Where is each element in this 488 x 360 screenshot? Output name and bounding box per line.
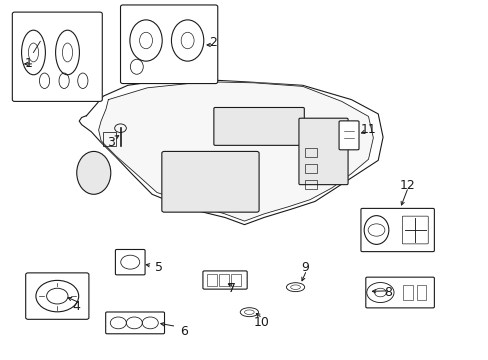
Text: 12: 12 [399,179,414,192]
FancyBboxPatch shape [105,312,164,334]
Text: 8: 8 [383,286,391,299]
FancyBboxPatch shape [213,108,304,145]
Bar [231,274,241,286]
Text: 1: 1 [24,57,32,71]
FancyBboxPatch shape [115,249,145,275]
Bar [305,148,317,157]
FancyBboxPatch shape [120,5,217,84]
Text: 6: 6 [180,325,187,338]
Text: 5: 5 [155,261,163,274]
FancyBboxPatch shape [26,273,89,319]
Bar [305,180,317,189]
Bar [403,285,412,300]
FancyBboxPatch shape [298,118,347,185]
FancyBboxPatch shape [203,271,246,289]
FancyBboxPatch shape [338,121,358,150]
Text: 4: 4 [73,300,81,313]
Text: 9: 9 [301,261,308,274]
Bar [206,274,216,286]
Text: 3: 3 [107,136,115,149]
Text: 11: 11 [360,123,376,136]
Text: 10: 10 [253,316,269,329]
Bar [416,285,426,300]
FancyBboxPatch shape [360,208,433,252]
Polygon shape [79,78,382,225]
Polygon shape [99,82,372,221]
FancyBboxPatch shape [365,277,433,308]
Bar [219,274,228,286]
Ellipse shape [77,152,111,194]
Bar [305,164,317,173]
Bar [103,132,116,146]
Text: 2: 2 [208,36,216,49]
FancyBboxPatch shape [162,152,259,212]
FancyBboxPatch shape [12,12,102,102]
Text: 7: 7 [228,283,236,296]
